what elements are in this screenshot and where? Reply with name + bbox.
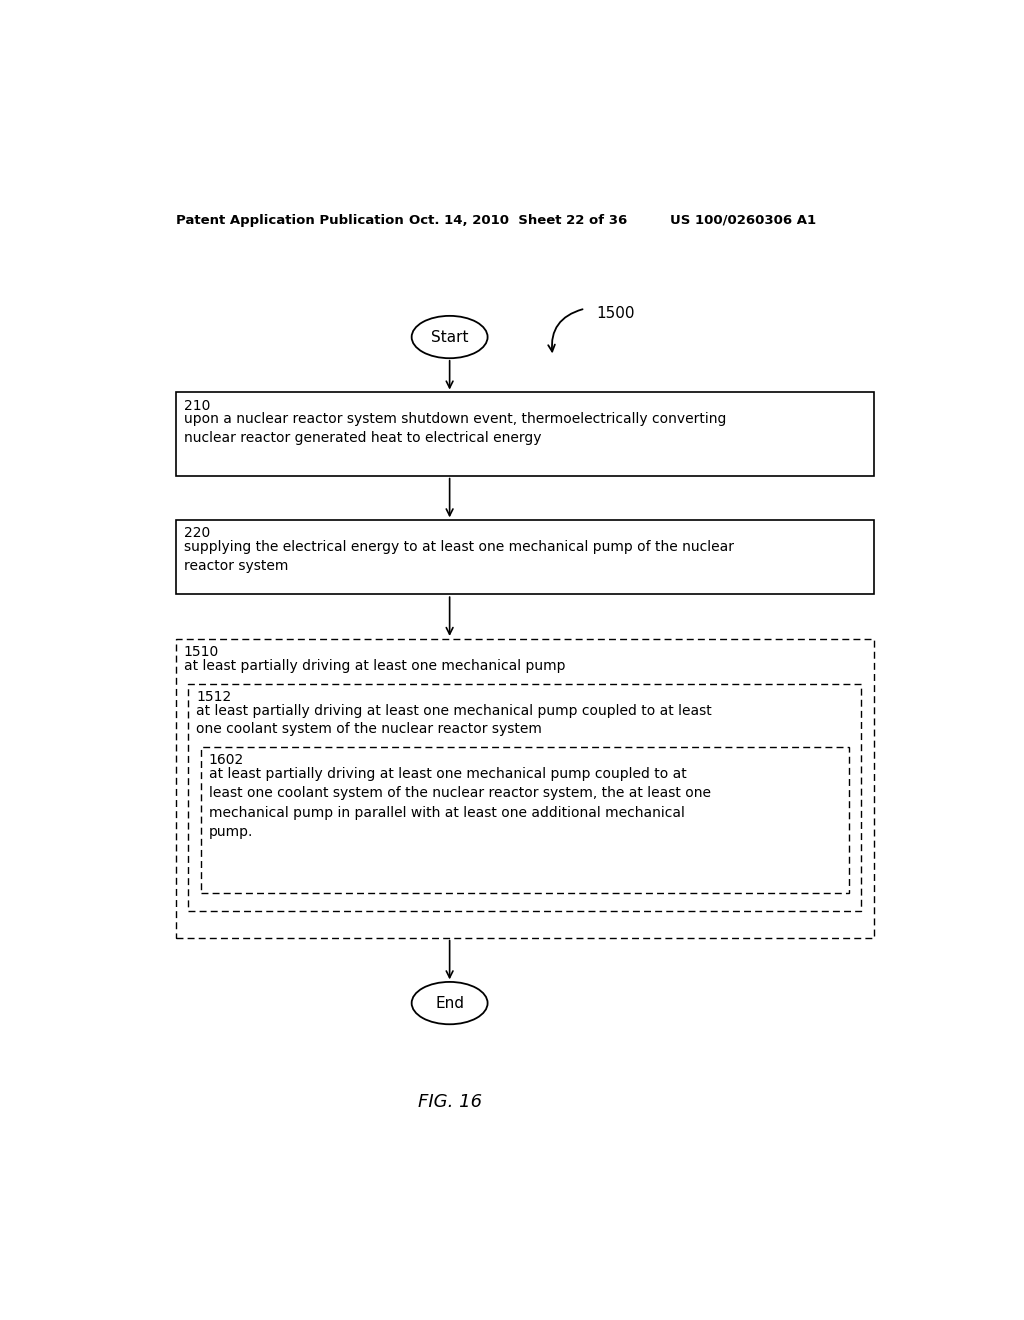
Bar [176,639,873,937]
Text: 210: 210 [183,399,210,413]
Text: at least partially driving at least one mechanical pump: at least partially driving at least one … [183,659,565,673]
Text: Oct. 14, 2010  Sheet 22 of 36: Oct. 14, 2010 Sheet 22 of 36 [409,214,627,227]
Text: 1602: 1602 [209,752,244,767]
Text: FIG. 16: FIG. 16 [418,1093,481,1111]
Text: supplying the electrical energy to at least one mechanical pump of the nuclear
r: supplying the electrical energy to at le… [183,540,734,573]
Bar [188,684,861,911]
Bar [176,392,873,475]
Text: at least partially driving at least one mechanical pump coupled to at
least one : at least partially driving at least one … [209,767,711,840]
Text: 220: 220 [183,527,210,540]
Text: 1510: 1510 [183,645,219,659]
Text: Patent Application Publication: Patent Application Publication [176,214,403,227]
Text: 1512: 1512 [197,689,231,704]
Ellipse shape [412,315,487,358]
Text: End: End [435,995,464,1011]
Text: 1500: 1500 [596,306,635,321]
Text: Start: Start [431,330,468,345]
Text: upon a nuclear reactor system shutdown event, thermoelectrically converting
nucl: upon a nuclear reactor system shutdown e… [183,412,726,445]
Ellipse shape [412,982,487,1024]
Text: at least partially driving at least one mechanical pump coupled to at least
one : at least partially driving at least one … [197,704,712,737]
Text: US 100/0260306 A1: US 100/0260306 A1 [671,214,816,227]
Bar [201,747,849,892]
Bar [176,520,873,594]
